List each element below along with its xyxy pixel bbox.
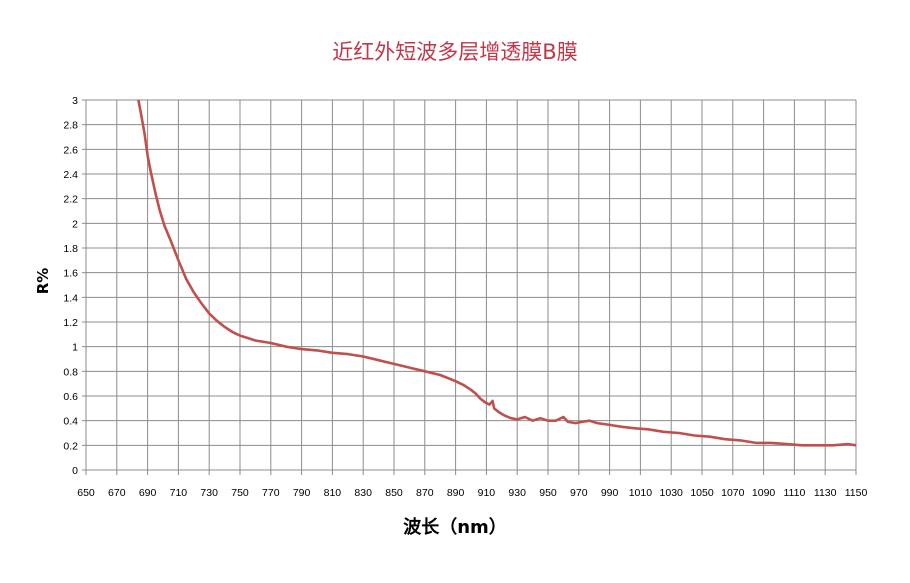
x-tick-label: 1130	[814, 487, 837, 499]
x-tick-label: 710	[170, 487, 188, 499]
y-tick-label: 0.6	[63, 391, 78, 403]
x-tick-label: 1070	[721, 487, 745, 499]
y-tick-label: 3	[72, 95, 78, 107]
x-tick-label: 790	[293, 487, 311, 499]
grid	[82, 99, 857, 475]
y-tick-label: 2.2	[63, 194, 78, 206]
x-tick-label: 910	[478, 487, 496, 499]
y-tick-label: 2.8	[63, 120, 78, 132]
x-tick-label: 670	[108, 487, 126, 499]
y-tick-label: 1.4	[63, 292, 78, 304]
y-tick-label: 0.2	[63, 440, 78, 452]
x-tick-labels: 650 670 690 710 730 750 770 790 810 830 850 870 890 9…	[77, 487, 867, 499]
x-tick-label: 990	[601, 487, 619, 499]
x-tick-label: 870	[416, 487, 434, 499]
x-tick-label: 1110	[783, 487, 805, 499]
y-tick-label: 2	[72, 218, 78, 230]
y-axis-label: R%	[34, 267, 52, 295]
y-tick-label: 0.4	[63, 416, 78, 428]
x-tick-label: 830	[354, 487, 372, 499]
chart-title: 近红外短波多层增透膜B膜	[332, 40, 578, 64]
x-tick-label: 1050	[690, 487, 714, 499]
x-axis-label: 波长（nm）	[403, 517, 507, 538]
x-tick-label: 950	[539, 487, 557, 499]
x-tick-label: 650	[77, 487, 95, 499]
x-tick-label: 1030	[660, 487, 684, 499]
x-tick-label: 970	[570, 487, 588, 499]
y-tick-label: 0.8	[63, 366, 78, 378]
x-tick-label: 770	[262, 487, 280, 499]
y-tick-label: 1.6	[63, 268, 78, 280]
series-line	[137, 99, 857, 447]
y-tick-labels: 0 0.2 0.4 0.6 0.8 1 1.2 1.4 1.6 1.8 2 2.2 2.4 2.6 2.8 3	[63, 95, 78, 477]
x-tick-label: 810	[324, 487, 342, 499]
y-tick-label: 2.4	[63, 169, 78, 181]
x-tick-label: 750	[231, 487, 249, 499]
x-tick-label: 1150	[845, 487, 868, 499]
y-tick-label: 2.6	[63, 144, 78, 156]
y-tick-label: 0	[72, 465, 78, 477]
x-tick-label: 1010	[629, 487, 653, 499]
x-tick-label: 890	[447, 487, 465, 499]
x-tick-label: 1090	[752, 487, 776, 499]
x-tick-label: 730	[200, 487, 218, 499]
y-tick-label: 1.2	[63, 317, 78, 329]
x-tick-label: 930	[508, 487, 526, 499]
x-tick-label: 690	[139, 487, 157, 499]
y-tick-label: 1	[72, 342, 78, 354]
y-tick-label: 1.8	[63, 243, 78, 255]
x-tick-label: 850	[385, 487, 403, 499]
